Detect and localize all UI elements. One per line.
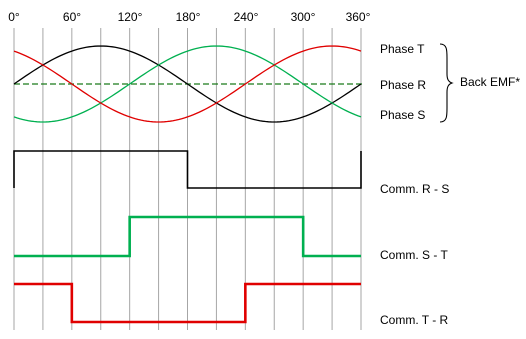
phase-t-wave <box>13 45 362 123</box>
phase-r-label: Phase R <box>380 78 426 92</box>
degree-label-60: 60° <box>63 10 81 24</box>
phase-t-label: Phase T <box>380 42 425 56</box>
phase-red-wave <box>13 45 362 123</box>
degree-label-300: 300° <box>291 10 316 24</box>
comm-s-t-wave <box>14 215 361 258</box>
degree-label-120: 120° <box>118 10 143 24</box>
degree-label-360: 360° <box>346 10 371 24</box>
comm-t-r-wave <box>14 282 361 324</box>
back-emf-label: Back EMF* <box>460 75 520 89</box>
degree-label-240: 240° <box>234 10 259 24</box>
phase-s-label: Phase S <box>380 108 425 122</box>
comm-s-t-label: Comm. S - T <box>380 248 448 262</box>
back-emf-brace <box>439 43 454 123</box>
degree-label-0: 0° <box>8 10 20 24</box>
comm-r-s-wave <box>13 150 362 189</box>
comm-r-s-label: Comm. R - S <box>380 182 449 196</box>
comm-t-r-label: Comm. T - R <box>380 313 449 327</box>
degree-label-180: 180° <box>176 10 201 24</box>
phase-s-wave <box>13 45 362 123</box>
